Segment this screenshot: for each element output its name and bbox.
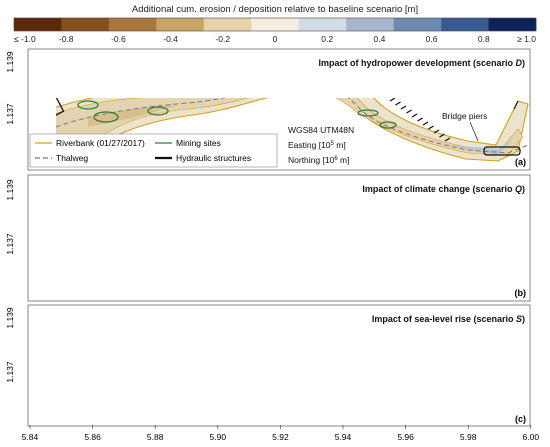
colorbar-swatch [488, 18, 537, 31]
colorbar-swatch [441, 18, 489, 31]
colorbar-swatch [156, 18, 205, 31]
x-tick-label: 5.88 [147, 432, 164, 442]
x-axis-ticks: 5.84 5.86 5.88 5.90 5.92 5.94 5.96 5.98 6.00 [22, 425, 540, 442]
colorbar-tick-label: 0.8 [478, 34, 490, 44]
colorbar-ticks: ≤ -1.0 -0.8 -0.6 -0.4 -0.2 0 0.2 0.4 0.6 0.8 ≥ 1.0 [14, 34, 536, 44]
mining-site [147, 106, 169, 116]
x-tick-label: 5.86 [84, 432, 101, 442]
panel-a-label: (a) [515, 157, 526, 167]
panel-c-label: (c) [515, 414, 526, 424]
colorbar-tick-label: 0.6 [426, 34, 438, 44]
hydraulic-structure [444, 137, 451, 142]
colorbar-swatch [251, 18, 300, 31]
colorbar-title: Additional cum. erosion / deposition rel… [132, 4, 418, 15]
panel-b-label: (b) [515, 288, 527, 298]
colorbar-swatch [14, 18, 62, 31]
legend: Riverbank (01/27/2017) Thalweg Mining si… [29, 133, 278, 168]
colorbar-tick-label: -0.6 [111, 34, 126, 44]
panel-frame [27, 304, 531, 427]
legend-hydraulic-label: Hydraulic structures [176, 153, 251, 163]
colorbar-tick-label: -0.2 [215, 34, 230, 44]
colorbar-tick-label: 0.2 [321, 34, 333, 44]
colorbar-tick-label: ≥ 1.0 [517, 34, 536, 44]
hydraulic-structure [417, 117, 423, 122]
panel-b-climate-change [27, 174, 531, 302]
panel-c-title: Impact of sea-level rise (scenario S) [372, 314, 525, 324]
x-tick-label: 5.92 [272, 432, 289, 442]
hydraulic-structure [406, 109, 412, 114]
hydraulic-structure [483, 146, 521, 156]
colorbar-tick-label: ≤ -1.0 [14, 34, 36, 44]
x-tick-label: 5.98 [460, 432, 477, 442]
legend-thalweg-label: Thalweg [56, 153, 88, 163]
colorbar-swatch [393, 18, 442, 31]
bridge-piers-label: Bridge piers [442, 111, 487, 121]
easting-label: Easting [105 m] [288, 140, 346, 150]
mining-site [93, 111, 119, 123]
colorbar-tick-label: 0.4 [373, 34, 385, 44]
panel-a-title: Impact of hydropower development (scenar… [318, 58, 525, 68]
mining-site [379, 121, 397, 129]
northing-label: Northing [106 m] [288, 155, 349, 165]
bridge-piers-pointer [469, 121, 479, 142]
hydraulic-structure [439, 133, 445, 138]
riverbank-outline [56, 98, 529, 162]
colorbar-swatch [203, 18, 252, 31]
hydraulic-structure [389, 98, 396, 102]
colorbar-frame [13, 17, 537, 32]
thalweg-line [56, 98, 529, 154]
colorbar-swatch [61, 18, 110, 31]
hydraulic-structure [422, 121, 429, 126]
hydraulic-structure [411, 113, 418, 118]
colorbar-swatch [346, 18, 394, 31]
colorbar-swatch [298, 18, 347, 31]
colorbar-tick-label: -0.4 [163, 34, 178, 44]
y-tick-label: 1.137 [5, 103, 15, 125]
mining-site [77, 100, 99, 110]
hydraulic-structure [395, 101, 401, 106]
panel-c-sea-level-rise [27, 304, 531, 427]
mining-site [357, 109, 379, 117]
legend-riverbank-label: Riverbank (01/27/2017) [56, 138, 145, 148]
y-tick-label: 1.139 [5, 307, 15, 329]
y-tick-label: 1.139 [5, 179, 15, 201]
y-axis-ticks: 1.139 1.137 1.139 1.137 1.139 1.137 [5, 51, 15, 383]
crs-label: WGS84 UTM48N [288, 125, 354, 135]
y-tick-label: 1.137 [5, 361, 15, 383]
x-tick-label: 5.84 [22, 432, 39, 442]
panel-frame [27, 174, 531, 302]
y-tick-label: 1.137 [5, 233, 15, 255]
x-tick-label: 6.00 [523, 432, 540, 442]
colorbar [13, 17, 537, 32]
colorbar-swatch [108, 18, 157, 31]
x-tick-label: 5.94 [335, 432, 352, 442]
colorbar-tick-label: 0 [273, 34, 278, 44]
hydraulic-structure [428, 125, 434, 130]
erosion-zone [448, 139, 513, 155]
x-tick-label: 5.90 [210, 432, 227, 442]
bridge-pier [513, 100, 519, 110]
panel-b-title: Impact of climate change (scenario Q) [362, 184, 525, 194]
hydraulic-structure [400, 105, 407, 110]
y-tick-label: 1.139 [5, 51, 15, 73]
x-tick-label: 5.96 [397, 432, 414, 442]
legend-mining-label: Mining sites [176, 138, 221, 148]
legend-box [29, 133, 278, 168]
colorbar-tick-label: -0.8 [59, 34, 74, 44]
hydraulic-structure [433, 129, 440, 134]
